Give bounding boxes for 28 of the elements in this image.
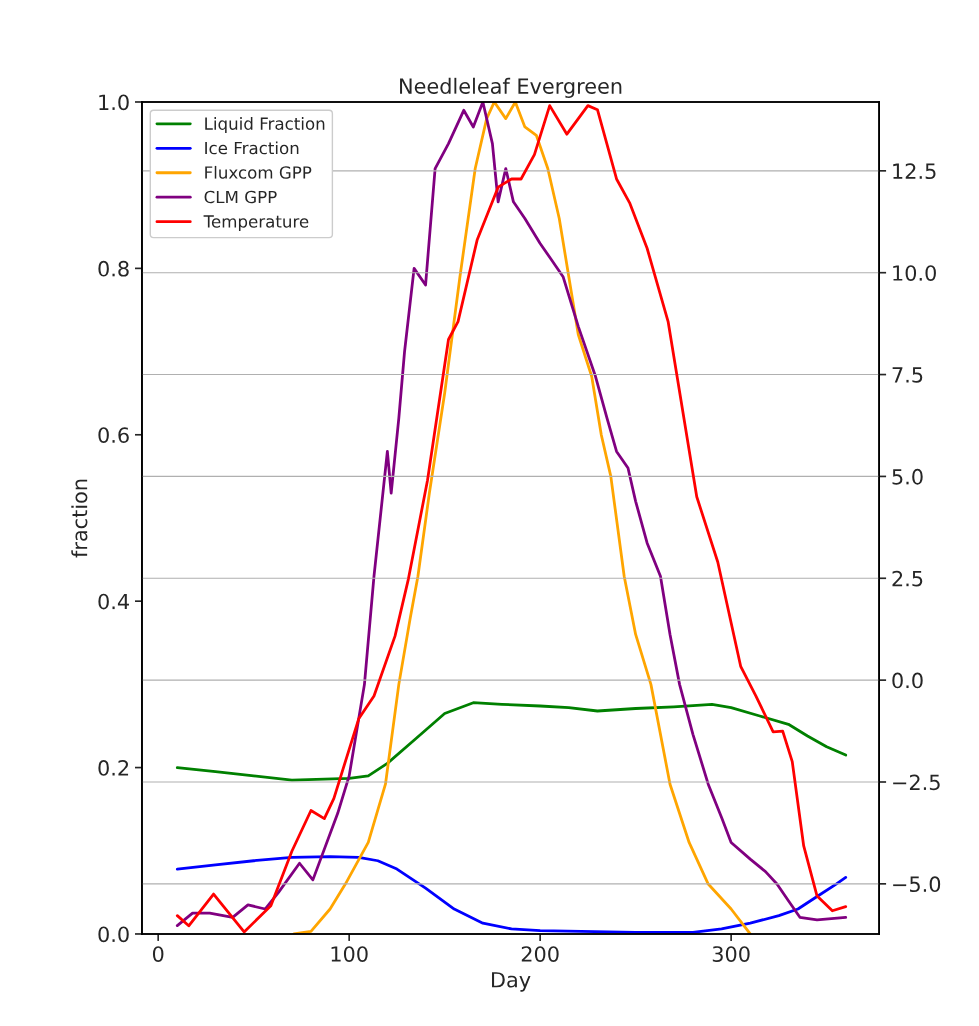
legend-label: Liquid Fraction	[205, 116, 325, 134]
y2-tick-label: 10.0	[893, 265, 936, 281]
y2-tick-label: 12.5	[893, 163, 936, 180]
y2-tick-label: 5.0	[892, 468, 923, 485]
chart-title: Needleleaf Evergreen	[400, 77, 622, 98]
x-tick-label: 100	[331, 946, 368, 962]
y2-tick-label: 2.5	[892, 570, 923, 587]
y-tick-label: 0.6	[98, 427, 129, 443]
x-tick-label: 300	[712, 946, 750, 962]
legend-label: Ice Fraction	[205, 141, 299, 155]
x-axis-title: Day	[492, 972, 531, 992]
y2-tick-label: −2.5	[893, 774, 940, 791]
legend-label: CLM GPP	[204, 190, 277, 204]
y-tick-label: 0.0	[98, 926, 129, 943]
y2-tick-label: −5.0	[893, 876, 941, 893]
line-series	[175, 855, 848, 934]
line-series	[175, 701, 848, 782]
y-tick-label: 0.2	[98, 760, 129, 776]
legend-label: Temperature	[203, 215, 309, 231]
y2-tick-label: 7.5	[892, 367, 923, 383]
x-tick-label: 200	[521, 946, 559, 962]
legend-label: Fluxcom GPP	[205, 165, 312, 179]
y-tick-label: 0.4	[98, 593, 129, 610]
y-tick-label: 0.8	[98, 260, 129, 277]
y2-tick-label: 0.0	[892, 672, 923, 689]
x-tick-label: 0	[152, 946, 164, 962]
y-tick-label: 1.0	[99, 94, 129, 111]
y-axis-title: fraction	[71, 479, 88, 558]
